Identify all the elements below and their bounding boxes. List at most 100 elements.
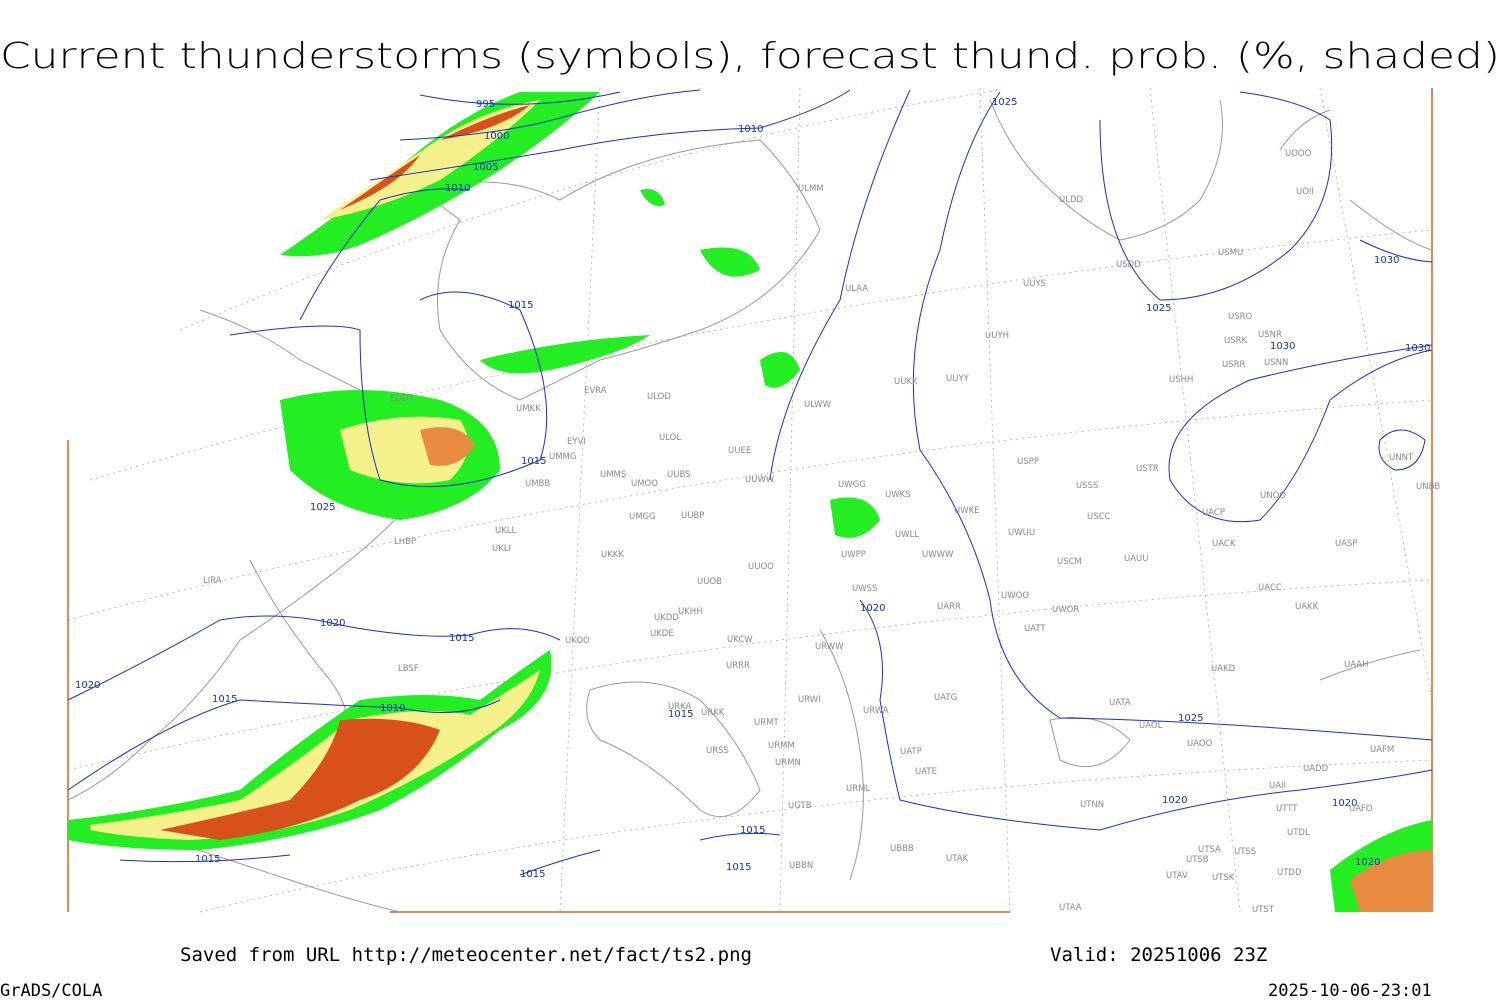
station-label: URML (846, 784, 870, 794)
coast (989, 99, 1223, 241)
parallel (67, 399, 1433, 621)
station-label: UBBB (890, 844, 914, 854)
station-label: UUEE (728, 446, 751, 456)
isobar-label: 1015 (521, 456, 546, 467)
scandinavia (418, 139, 821, 401)
station-label: UUWW (745, 475, 775, 485)
isobar (67, 615, 561, 701)
station-label: UAKD (1211, 664, 1236, 674)
isobar-label: 1025 (1146, 303, 1171, 314)
station-label: UUBP (681, 511, 704, 521)
station-label: USRO (1228, 312, 1253, 322)
isobar (229, 291, 548, 488)
source-url: Saved from URL http://meteocenter.net/fa… (180, 944, 752, 966)
station-label: UAFM (1370, 745, 1394, 755)
coastlines (67, 99, 1433, 913)
station-label: UASP (1335, 539, 1358, 549)
meridian (1319, 87, 1433, 701)
station-label: UWOR (1052, 605, 1079, 615)
station-label: ULOL (659, 433, 681, 443)
station-label: UUOO (748, 562, 774, 572)
station-label: UWGG (838, 480, 866, 490)
isobar-label: 1020 (1355, 857, 1380, 868)
station-label: UAOL (1139, 721, 1163, 731)
isobar-label: 1020 (320, 618, 345, 629)
shaded-area (420, 427, 475, 466)
station-label: UTSS (1234, 847, 1256, 857)
isobar (1099, 91, 1333, 301)
station-label: UNOO (1260, 491, 1286, 501)
isobar-label: 1030 (1374, 255, 1399, 266)
station-label: URWA (863, 706, 889, 716)
station-label: UATP (900, 747, 922, 757)
station-label: UMBB (525, 479, 550, 489)
parallel (179, 89, 1001, 331)
station-label: UTAA (1059, 903, 1082, 913)
shaded-area (160, 718, 440, 840)
station-label: UTAV (1166, 871, 1188, 881)
station-label: UTST (1252, 905, 1275, 915)
isobar-label: 995 (476, 99, 495, 110)
station-label: URWW (815, 642, 844, 652)
isobar-label: 1010 (380, 703, 405, 714)
station-label: UKHH (678, 607, 703, 617)
station-label: EYVI (567, 437, 586, 447)
coast (1049, 649, 1421, 768)
station-label: UWUU (1008, 528, 1035, 538)
station-label: UTDL (1287, 828, 1310, 838)
station-label: UBBN (789, 861, 813, 871)
station-label: UMKK (516, 404, 541, 414)
isobar (859, 599, 1433, 831)
station-label: UMMG (549, 452, 576, 462)
isobar-label: 1015 (212, 694, 237, 705)
station-label: ULMM (798, 184, 824, 194)
station-label: USRK (1224, 336, 1248, 346)
station-label: UNBB (1416, 482, 1440, 492)
station-label: UATT (1024, 624, 1046, 634)
isobar-label: 1015 (195, 854, 220, 865)
probability-shading (68, 92, 1432, 912)
station-label: UTSB (1186, 855, 1209, 865)
shaded-area (830, 497, 880, 538)
station-label: UWKE (954, 506, 980, 516)
isobar (67, 699, 501, 791)
station-label: URWI (798, 695, 821, 705)
station-label: USTR (1136, 464, 1159, 474)
station-label: UUYH (985, 331, 1009, 341)
station-label: UAUU (1124, 554, 1148, 564)
shaded-area (480, 335, 650, 374)
station-label: UKOO (565, 636, 590, 646)
isobar-label: 1015 (449, 633, 474, 644)
station-label: UWLL (895, 530, 919, 540)
station-label: UKCW (727, 635, 753, 645)
station-label: ULWW (804, 400, 832, 410)
isobar-label: 1030 (1270, 341, 1295, 352)
station-label: UOII (1296, 187, 1314, 197)
station-label: EVRA (584, 386, 607, 396)
isobar-label: 1030 (1405, 343, 1430, 354)
station-label: UTNN (1080, 800, 1104, 810)
station-label: USNN (1264, 358, 1288, 368)
station-label: UUYS (1023, 279, 1046, 289)
station-label: UWSS (852, 584, 877, 594)
station-label: UWKS (885, 490, 911, 500)
isobar-label: 1015 (740, 825, 765, 836)
isobar-label: 1000 (484, 131, 509, 142)
black-sea (586, 681, 761, 818)
station-label: USNR (1258, 330, 1282, 340)
isobar-label: 1005 (473, 162, 498, 173)
station-label: UUYY (946, 374, 970, 384)
station-label: UADD (1303, 764, 1329, 774)
title: Current thunderstorms (symbols), forecas… (0, 36, 1500, 77)
caspian (819, 629, 864, 881)
station-label: UKDD (654, 613, 679, 623)
station-label: UACP (1202, 508, 1225, 518)
station-label: UAFO (1349, 804, 1373, 814)
labels: 9951000100510101010102510151015102510201… (75, 97, 1440, 915)
isobar (369, 89, 851, 181)
station-label: UMOO (631, 479, 658, 489)
station-label: LBSF (398, 664, 419, 674)
station-label: UMMS (600, 470, 626, 480)
isobar (419, 91, 621, 105)
station-label: UATA (1109, 698, 1131, 708)
